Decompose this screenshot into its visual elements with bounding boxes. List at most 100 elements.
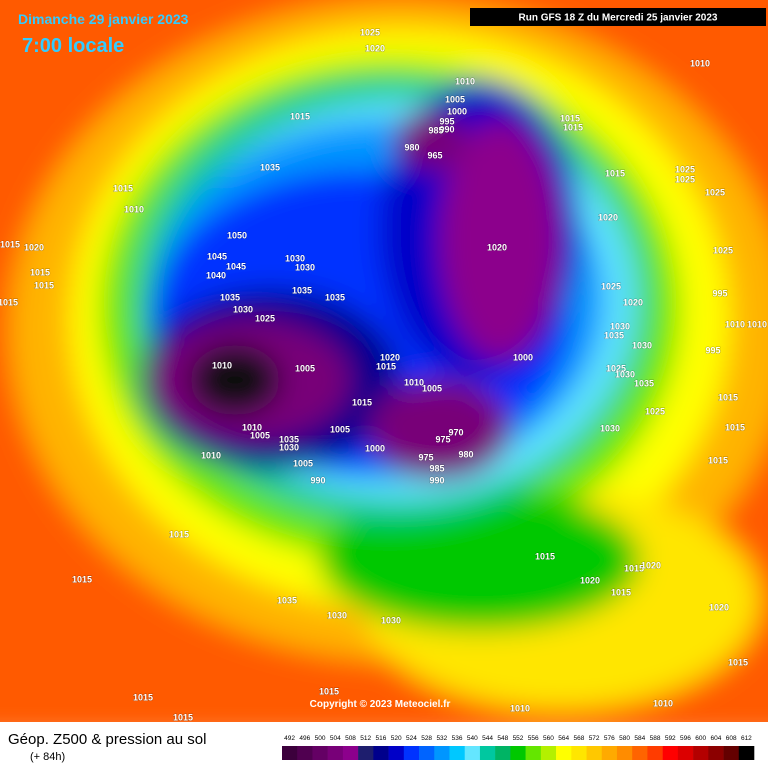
isobar-label: 1025 — [606, 363, 626, 373]
colorbar-label: 512 — [360, 735, 371, 742]
isobar-label: 1030 — [233, 304, 253, 314]
date: Dimanche 29 janvier 2023 — [18, 11, 189, 27]
isobar-label: 1015 — [290, 111, 310, 121]
isobar-label: 1015 — [352, 397, 372, 407]
isobar-label: 1015 — [113, 183, 133, 193]
isobar-label: 1025 — [705, 187, 725, 197]
isobar-label: 1005 — [422, 383, 442, 393]
colorbar-swatch — [616, 746, 633, 760]
isobar-label: 1010 — [455, 76, 475, 86]
colorbar-label: 548 — [497, 735, 508, 742]
isobar-label: 1045 — [207, 251, 227, 261]
colorbar-label: 568 — [573, 735, 584, 742]
colorbar-label: 496 — [299, 735, 310, 742]
isobar-label: 1020 — [641, 560, 661, 570]
colorbar-swatch — [693, 746, 709, 760]
isobar-label: 1015 — [0, 297, 18, 307]
isobar-label: 1035 — [292, 285, 312, 295]
colorbar-swatch — [297, 746, 313, 760]
colorbar-label: 592 — [665, 735, 676, 742]
isobar-label: 1000 — [447, 106, 467, 116]
isobar-label: 1015 — [624, 563, 644, 573]
colorbar-label: 504 — [330, 735, 341, 742]
isobar-label: 980 — [404, 142, 419, 152]
colorbar-label: 544 — [482, 735, 493, 742]
colorbar-swatch — [738, 746, 755, 760]
isobar-label: 1015 — [173, 712, 193, 722]
isobar-label: 1015 — [169, 529, 189, 539]
isobar-label: 1010 — [242, 422, 262, 432]
colorbar-label: 536 — [452, 735, 463, 742]
lead-time: (+ 84h) — [30, 751, 65, 763]
colorbar-swatch — [327, 746, 344, 760]
colorbar-swatch — [723, 746, 740, 760]
isobar-label: 965 — [427, 150, 442, 160]
isobar-label: 1035 — [277, 595, 297, 605]
colorbar-label: 608 — [726, 735, 737, 742]
colorbar-label: 576 — [604, 735, 615, 742]
isobar-label: 1010 — [653, 698, 673, 708]
isobar-label: 1020 — [365, 43, 385, 53]
isobar-label: 1030 — [632, 340, 652, 350]
colorbar-label: 524 — [406, 735, 417, 742]
colorbar-label: 532 — [436, 735, 447, 742]
isobar-label: 975 — [435, 434, 450, 444]
isobar-label: 1025 — [255, 313, 275, 323]
isobar-labels: 1025102010101010100510009959909859809651… — [0, 27, 768, 723]
colorbar-label: 588 — [650, 735, 661, 742]
run-info: Run GFS 18 Z du Mercredi 25 janvier 2023 — [519, 13, 718, 24]
colorbar-swatch — [388, 746, 405, 760]
colorbar-label: 500 — [315, 735, 326, 742]
isobar-label: 1015 — [133, 692, 153, 702]
isobar-label: 1025 — [360, 27, 380, 37]
isobar-label: 1035 — [604, 330, 624, 340]
colorbar-swatch — [586, 746, 603, 760]
colorbar-swatch — [373, 746, 389, 760]
isobar-label: 1000 — [365, 443, 385, 453]
isobar-label: 1005 — [330, 424, 350, 434]
colorbar-swatch — [449, 746, 466, 760]
isobar-label: 1030 — [295, 262, 315, 272]
colorbar-label: 508 — [345, 735, 356, 742]
isobar-label: 1015 — [34, 280, 54, 290]
colorbar-swatch — [312, 746, 328, 760]
isobar-label: 1025 — [645, 406, 665, 416]
isobar-label: 1045 — [226, 261, 246, 271]
isobar-label: 1015 — [535, 551, 555, 561]
isobar-label: 1000 — [513, 352, 533, 362]
isobar-label: 1010 — [124, 204, 144, 214]
colorbar-swatch — [708, 746, 724, 760]
colorbar-swatch — [556, 746, 572, 760]
colorbar-swatch — [403, 746, 420, 760]
colorbar-label: 528 — [421, 735, 432, 742]
geopotential-field — [0, 0, 768, 740]
isobar-label: 1030 — [615, 369, 635, 379]
colorbar-swatch — [358, 746, 374, 760]
isobar-label: 1015 — [72, 574, 92, 584]
isobar-label: 990 — [310, 475, 325, 485]
isobar-label: 1005 — [445, 94, 465, 104]
colorbar-label: 556 — [528, 735, 539, 742]
isobar-label: 990 — [439, 124, 454, 134]
isobar-label: 1005 — [250, 430, 270, 440]
isobar-label: 1020 — [380, 352, 400, 362]
isobar-label: 1015 — [30, 267, 50, 277]
isobar-label: 1035 — [634, 378, 654, 388]
colorbar-label: 580 — [619, 735, 630, 742]
isobar-label: 1015 — [376, 361, 396, 371]
isobar-label: 985 — [428, 125, 443, 135]
colorbar-swatch — [342, 746, 359, 760]
isobar-label: 1025 — [675, 164, 695, 174]
colorbar-swatch — [601, 746, 618, 760]
isobar-label: 1010 — [404, 377, 424, 387]
isobar-label: 1010 — [212, 360, 232, 370]
colorbar-label: 552 — [513, 735, 524, 742]
isobar-label: 1015 — [611, 587, 631, 597]
isobar-label: 995 — [439, 116, 454, 126]
legend-panel — [0, 722, 768, 768]
isobar-label: 1015 — [605, 168, 625, 178]
colorbar-swatch — [677, 746, 694, 760]
isobar-label: 990 — [429, 475, 444, 485]
isobar-label: 1020 — [598, 212, 618, 222]
